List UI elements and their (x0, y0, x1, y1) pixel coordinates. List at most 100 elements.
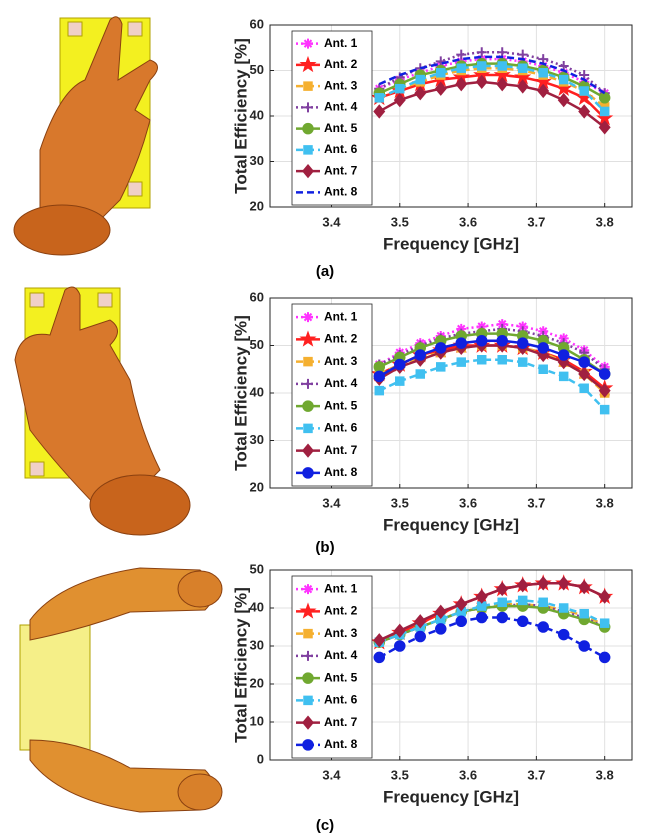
marker (516, 337, 529, 349)
legend-label: Ant. 7 (324, 715, 358, 729)
legend-label: Ant. 5 (324, 121, 358, 135)
x-tick-label: 3.6 (459, 767, 477, 782)
y-tick-label: 20 (250, 198, 264, 213)
marker (475, 589, 488, 604)
marker (578, 579, 591, 595)
legend-label: Ant. 1 (324, 309, 358, 323)
marker (373, 361, 386, 373)
marker (299, 55, 317, 73)
hand-model-b (14, 286, 191, 536)
marker (373, 651, 386, 664)
marker (455, 76, 468, 92)
marker (303, 38, 313, 49)
marker (476, 61, 487, 71)
legend-label: Ant. 6 (324, 142, 358, 156)
axes-box (269, 569, 633, 761)
marker (537, 342, 549, 354)
x-axis-label: Frequency [GHz] (383, 515, 519, 534)
marker (395, 376, 405, 386)
marker (434, 81, 447, 96)
legend-label: Ant. 6 (324, 421, 358, 435)
marker (414, 86, 427, 101)
marker (456, 63, 466, 73)
marker (456, 357, 466, 367)
y-tick-label: 40 (250, 107, 264, 122)
marker (303, 628, 313, 639)
marker (434, 604, 447, 619)
legend-label: Ant. 1 (324, 36, 358, 50)
marker (415, 74, 426, 85)
x-tick-label: 3.6 (459, 214, 477, 229)
marker (374, 385, 385, 396)
legend-box (291, 303, 373, 487)
y-tick-label: 30 (250, 432, 264, 447)
marker (558, 74, 569, 85)
marker (303, 102, 313, 113)
x-tick-label: 3.6 (459, 495, 477, 510)
marker (302, 443, 314, 458)
y-tick-label: 20 (250, 479, 264, 494)
legend-label: Ant. 4 (324, 100, 358, 114)
marker (436, 362, 446, 372)
marker (373, 370, 386, 383)
marker (579, 608, 589, 619)
marker (299, 602, 317, 619)
x-tick-label: 3.4 (322, 767, 341, 782)
marker (555, 79, 573, 97)
y-tick-label: 20 (250, 675, 264, 690)
marker (303, 356, 313, 367)
x-tick-label: 3.4 (322, 495, 341, 510)
marker (557, 628, 570, 641)
marker (435, 623, 447, 635)
marker (578, 104, 591, 119)
marker (517, 63, 528, 73)
series-line (378, 322, 606, 368)
caption: (b) (315, 539, 334, 556)
marker (302, 400, 314, 412)
marker (579, 383, 589, 393)
marker (302, 163, 314, 179)
marker (557, 349, 570, 361)
marker (373, 633, 386, 648)
marker (598, 92, 611, 104)
marker (497, 61, 507, 71)
marker (415, 369, 426, 379)
x-tick-label: 3.7 (527, 495, 545, 510)
marker (303, 378, 313, 389)
x-tick-label: 3.7 (527, 767, 545, 782)
y-axis-label: Total Efficiency [%] (231, 38, 250, 194)
y-axis-label: Total Efficiency [%] (231, 315, 250, 471)
legend-box (291, 575, 373, 759)
y-tick-label: 50 (250, 62, 264, 77)
marker (599, 618, 610, 628)
y-tick-label: 50 (250, 561, 264, 576)
marker (303, 312, 313, 323)
marker (578, 356, 590, 368)
marker (303, 695, 313, 706)
marker (516, 79, 529, 94)
legend-box (291, 30, 373, 206)
marker (299, 330, 317, 347)
marker (414, 630, 427, 643)
marker (496, 335, 508, 347)
marker (302, 467, 314, 479)
marker (516, 615, 529, 628)
x-tick-label: 3.4 (322, 214, 341, 229)
marker (517, 357, 528, 367)
marker (598, 383, 611, 398)
legend-label: Ant. 1 (324, 581, 358, 595)
marker (578, 366, 591, 382)
axes-box (269, 297, 633, 489)
marker (497, 597, 507, 608)
x-tick-label: 3.5 (391, 767, 409, 782)
y-axis-label: Total Efficiency [%] (231, 587, 250, 743)
marker (557, 92, 570, 108)
marker (436, 68, 446, 78)
marker (579, 86, 589, 96)
marker (496, 611, 508, 624)
marker (476, 355, 487, 365)
marker (393, 623, 406, 638)
x-tick-label: 3.7 (527, 214, 545, 229)
marker (598, 368, 611, 380)
marker (302, 715, 314, 730)
